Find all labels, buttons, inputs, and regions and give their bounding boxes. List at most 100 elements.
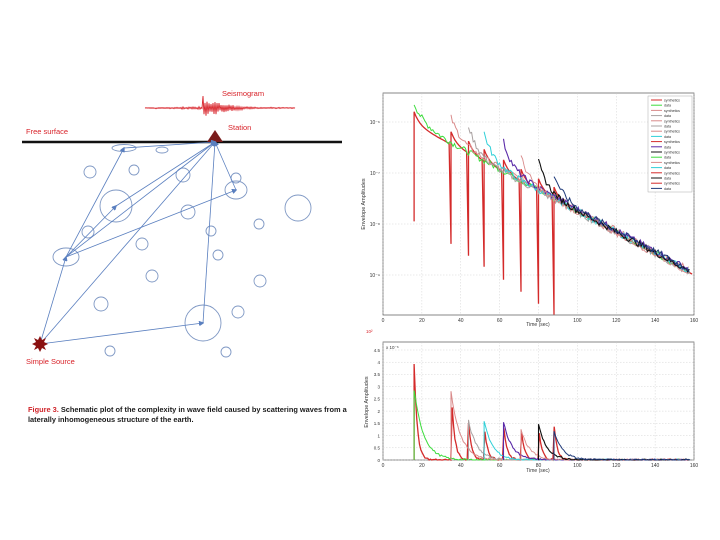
scattering-schematic: Seismogram Free surface Station Simple S… <box>22 89 342 366</box>
legend-entry-3: data <box>664 114 671 118</box>
legend-entry-11: data <box>664 156 671 160</box>
ray-6 <box>39 323 203 345</box>
scatterer-8 <box>284 194 312 222</box>
scatterer-6 <box>224 180 248 200</box>
ytick-3: 10⁻⁹ <box>370 273 380 279</box>
ray-2 <box>115 142 215 207</box>
legend-entry-10: synthetics <box>664 151 680 155</box>
figure-caption: Figure 3. Schematic plot of the complexi… <box>28 405 348 425</box>
legend-entry-14: synthetics <box>664 171 680 175</box>
scatterer-1 <box>155 146 169 154</box>
xtick-2: 40 <box>458 463 464 469</box>
legend-entry-7: data <box>664 135 671 139</box>
scatterer-4 <box>175 167 191 183</box>
scatterer-19 <box>231 305 245 319</box>
linear-series-data-navy <box>553 431 691 461</box>
linear-chart-exponent: x 10⁻⁶ <box>386 345 399 350</box>
legend-entry-15: data <box>664 177 671 181</box>
linear-chart-xlabel: Time (sec) <box>526 468 550 474</box>
legend-entry-6: synthetics <box>664 130 680 134</box>
linear-chart-ylabel: Envelope Amplitudes <box>364 376 370 428</box>
xtick-7: 140 <box>651 463 660 469</box>
scatterer-13 <box>135 237 149 251</box>
legend-entry-17: data <box>664 187 671 191</box>
xtick-7: 140 <box>651 318 660 324</box>
ytick-6: 3 <box>377 384 380 389</box>
xtick-1: 20 <box>419 463 425 469</box>
xtick-8: 160 <box>690 463 699 469</box>
ytick-1: 10⁻⁷ <box>370 171 380 177</box>
log-chart-series <box>413 104 693 315</box>
log-series-data-cyan <box>483 131 690 273</box>
ytick-0: 10⁻⁶ <box>370 120 380 126</box>
seismogram-trace <box>144 95 296 116</box>
scatterer-10 <box>253 218 265 230</box>
scatterer-14 <box>52 247 80 267</box>
xtick-0: 0 <box>382 463 385 469</box>
xtick-8: 160 <box>690 318 699 324</box>
xtick-6: 120 <box>612 318 621 324</box>
legend-entry-13: data <box>664 166 671 170</box>
legend-entry-12: synthetics <box>664 161 680 165</box>
ray-0 <box>39 257 66 345</box>
xtick-1: 20 <box>419 318 425 324</box>
xtick-3: 60 <box>497 463 503 469</box>
source-label: Simple Source <box>26 357 75 366</box>
linear-chart-series <box>413 363 691 462</box>
log-chart-yticks: 10⁻⁶ 10⁻⁷ 10⁻⁸ 10⁻⁹ <box>370 120 381 279</box>
scatterer-group <box>52 144 312 358</box>
ytick-8: 4 <box>377 360 380 365</box>
envelope-log-chart: 0 20 40 60 80 100 120 140 160 10⁻⁶ 10⁻⁷ 10⁻⁸ 10⁻⁹ T… <box>361 92 699 328</box>
scatterer-20 <box>184 304 222 342</box>
legend-entry-9: data <box>664 145 671 149</box>
ray-5 <box>65 142 215 258</box>
ray-8 <box>39 142 215 345</box>
xtick-5: 100 <box>573 463 582 469</box>
ytick-5: 2.5 <box>374 397 381 402</box>
xtick-6: 120 <box>612 463 621 469</box>
xtick-5: 100 <box>573 318 582 324</box>
caption-text: Schematic plot of the complexity in wave… <box>28 405 347 424</box>
legend-entry-4: synthetics <box>664 119 680 123</box>
xtick-2: 40 <box>458 318 464 324</box>
ytick-4: 2 <box>377 409 380 414</box>
ytick-1: 0.5 <box>374 446 381 451</box>
ytick-2: 1 <box>377 433 380 438</box>
log-series-data-black <box>537 158 690 273</box>
ytick-3: 1.5 <box>374 421 381 426</box>
xtick-0: 0 <box>382 318 385 324</box>
free-surface-label: Free surface <box>26 127 68 136</box>
log-series-data-purple <box>502 138 690 272</box>
seismogram-label: Seismogram <box>222 89 264 98</box>
ytick-0: 0 <box>377 458 380 463</box>
legend-entry-8: synthetics <box>664 140 680 144</box>
ray-9 <box>65 148 124 258</box>
envelope-linear-chart: 0 20 40 60 80 100 120 140 160 0 0.5 1 1.5 2 2.5 3 3.5 4 4… <box>364 329 698 474</box>
scatterer-2 <box>83 165 97 179</box>
legend-entry-1: data <box>664 104 671 108</box>
ytick-9: 4.5 <box>374 348 381 353</box>
ray-1 <box>65 206 116 258</box>
legend-entry-16: synthetics <box>664 182 680 186</box>
scatterer-12 <box>205 225 217 237</box>
linear-chart-corner-label: 10² <box>366 329 373 334</box>
ray-4 <box>215 142 237 191</box>
ray-7 <box>202 142 215 324</box>
log-chart-legend: syntheticsdatasyntheticsdatasyntheticsda… <box>647 95 693 193</box>
xtick-4: 80 <box>536 318 542 324</box>
log-legend-box <box>647 95 693 193</box>
ytick-7: 3.5 <box>374 372 381 377</box>
scatterer-15 <box>212 249 224 261</box>
xtick-3: 60 <box>497 318 503 324</box>
scatterer-21 <box>104 345 116 357</box>
source-star-icon <box>32 336 48 352</box>
scatterer-17 <box>253 274 267 288</box>
legend-entry-2: synthetics <box>664 109 680 113</box>
ray-paths <box>39 142 237 345</box>
scatterer-16 <box>145 269 159 283</box>
legend-entry-0: synthetics <box>664 99 680 103</box>
log-series-data-navy <box>553 176 690 273</box>
station-triangle-icon <box>207 130 223 142</box>
ray-3 <box>65 190 236 258</box>
